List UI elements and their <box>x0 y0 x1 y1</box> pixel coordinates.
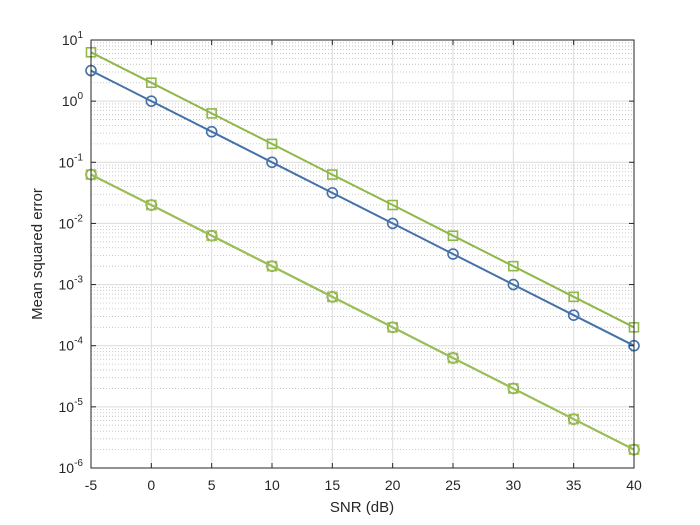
y-axis-label: Mean squared error <box>29 188 46 320</box>
y-tick-base: 10 <box>59 154 75 170</box>
y-tick-base: 10 <box>59 215 75 231</box>
y-tick-label: 10-6 <box>59 458 84 476</box>
series-line-1 <box>90 69 635 347</box>
series-1-point <box>205 125 218 138</box>
x-tick-label: 15 <box>325 477 341 493</box>
major-grid <box>90 39 635 469</box>
y-tick-label: 10-3 <box>59 275 84 293</box>
series-4-point <box>266 260 278 272</box>
y-tick-exponent: -4 <box>74 336 83 347</box>
series-2-point <box>327 169 338 180</box>
x-tick-label: 25 <box>445 477 461 493</box>
y-tick-base: 10 <box>59 277 75 293</box>
series-2-point <box>266 138 278 150</box>
series-1-point <box>326 187 339 199</box>
series-4-point <box>387 322 398 333</box>
y-tick-exponent: -2 <box>74 213 83 224</box>
series-4-point <box>568 413 579 425</box>
x-tick-label: 40 <box>626 477 642 493</box>
series-2-point <box>387 199 398 211</box>
y-tick-label: 10-2 <box>59 213 84 231</box>
axis-ticks <box>90 39 635 469</box>
plot-frame <box>90 39 635 469</box>
y-tick-label: 10-5 <box>59 397 84 415</box>
x-tick-label: 0 <box>147 477 155 493</box>
series-1-point <box>447 248 459 260</box>
x-tick-label: -5 <box>85 477 98 493</box>
series-4-point <box>327 291 338 303</box>
series-2-point <box>146 77 157 89</box>
y-tick-base: 10 <box>59 338 75 354</box>
y-tick-label: 100 <box>62 91 84 109</box>
minor-grid <box>91 42 634 450</box>
series-layer <box>85 46 640 456</box>
x-tick-label: 5 <box>208 477 216 493</box>
y-tick-exponent: -1 <box>74 152 83 163</box>
x-tick-label: 30 <box>506 477 522 493</box>
x-axis-label: SNR (dB) <box>330 499 394 516</box>
series-line-2 <box>90 51 635 329</box>
y-tick-exponent: -6 <box>74 458 83 469</box>
series-1-point <box>386 217 399 230</box>
series-4-point <box>508 383 519 394</box>
plot-area <box>91 40 634 468</box>
series-1-point <box>266 156 278 169</box>
y-tick-label: 101 <box>62 30 84 48</box>
x-tick-label: 20 <box>385 477 401 493</box>
series-4-point <box>447 352 459 364</box>
series-1-point <box>567 309 580 321</box>
series-line-4 <box>90 173 635 451</box>
y-tick-base: 10 <box>62 93 78 109</box>
series-2-point <box>447 230 459 241</box>
series-1-point <box>507 278 520 291</box>
series-2-point <box>206 108 217 119</box>
y-tick-label: 10-1 <box>59 152 84 170</box>
series-4-point <box>206 230 217 241</box>
y-tick-base: 10 <box>59 399 75 415</box>
y-tick-base: 10 <box>59 460 75 476</box>
x-tick-label: 35 <box>566 477 582 493</box>
series-1-point <box>145 95 158 107</box>
x-tick-label: 10 <box>264 477 280 493</box>
y-tick-label: 10-4 <box>59 336 84 354</box>
series-2-point <box>508 260 519 272</box>
y-tick-base: 10 <box>62 32 78 48</box>
x-tick-labels: -5 0 5 10 15 20 25 30 35 40 <box>85 477 642 493</box>
y-tick-exponent: -3 <box>74 275 83 286</box>
series-4-point <box>146 199 157 211</box>
y-tick-exponent: 1 <box>77 30 83 41</box>
y-tick-exponent: -5 <box>74 397 83 408</box>
y-tick-exponent: 0 <box>77 91 83 102</box>
series-2-point <box>568 291 579 303</box>
